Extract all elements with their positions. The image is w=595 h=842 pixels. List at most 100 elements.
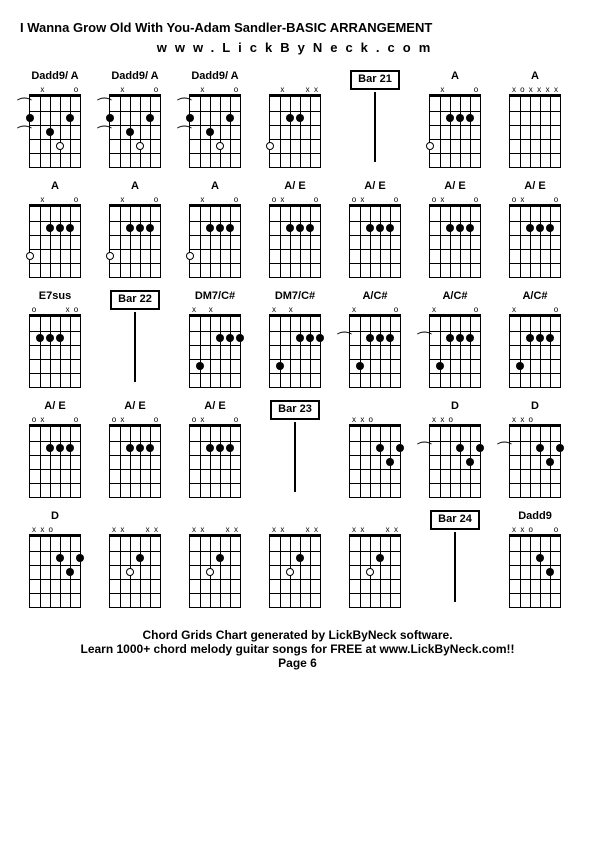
fretboard [189,534,241,608]
string-marks: oxo [430,196,480,204]
chord-name-label: A/ E [204,400,225,414]
fretboard [509,204,561,278]
string-marks: oxo [30,416,80,424]
chord-diagram: Axo [20,180,90,278]
chord-name-label: D [531,400,539,414]
bar-separator-line [134,312,136,382]
fretboard [29,204,81,278]
chord-name-label: Dadd9/ A [31,70,78,84]
string-marks: xx [190,306,240,314]
chord-name-label: Dadd9/ A [111,70,158,84]
chord-name-label: A/ E [444,180,465,194]
chord-name-label: A [131,180,139,194]
chord-name-label: A/ E [364,180,385,194]
chord-name-label: Dadd9/ A [191,70,238,84]
string-marks: xo [110,196,160,204]
fretboard [269,314,321,388]
chord-name-label: DM7/C# [195,290,235,304]
chord-diagram: xxo [340,400,410,498]
fretboard: ⁀ [429,424,481,498]
chord-diagram: Dadd9/ Axo⁀⁀ [180,70,250,168]
string-marks: xxoo [510,526,560,534]
string-marks: xxxx [270,526,320,534]
string-marks: xo [350,306,400,314]
chord-diagram: DM7/C# xx [180,290,250,388]
chord-name-label: Dadd9 [518,510,552,524]
fretboard [29,314,81,388]
chord-diagram: xxx [260,70,330,168]
fretboard [29,424,81,498]
chord-diagram: xxxx [340,510,410,608]
chord-diagram: E7sus oxo [20,290,90,388]
chord-diagram: A/ E oxo [100,400,170,498]
fretboard [429,94,481,168]
fretboard [29,534,81,608]
chord-diagram: A/C#xo [500,290,570,388]
chord-name-label: A/ E [524,180,545,194]
chord-name-label: A [451,70,459,84]
chord-diagram: Bar 22 [100,290,170,388]
string-marks: xxo [510,416,560,424]
page-subtitle: www.LickByNeck.com [20,40,575,55]
chord-diagram: Dxxo⁀ [500,400,570,498]
chord-name-label: A [211,180,219,194]
chord-diagram: A/ Eoxo [340,180,410,278]
string-marks: xo [190,86,240,94]
chord-name-label: Bar 21 [350,70,400,90]
string-marks: xxxx [110,526,160,534]
chord-diagram: A/ E oxo [260,180,330,278]
chord-diagram: xxxx [260,510,330,608]
fretboard [349,204,401,278]
fretboard [189,314,241,388]
footer-line-3: Page 6 [20,656,575,670]
fretboard [109,204,161,278]
fretboard [349,534,401,608]
string-marks: xo [430,86,480,94]
chord-diagram: Bar 23 [260,400,330,498]
string-marks: oxo [110,416,160,424]
chord-diagram: A/C#xo⁀ [420,290,490,388]
string-marks: xo [30,196,80,204]
string-marks: xxxx [350,526,400,534]
chord-diagram: Axo [100,180,170,278]
chord-diagram: A/ E oxo [20,400,90,498]
chord-diagram: Bar 24 [420,510,490,608]
chord-diagram: Axo [180,180,250,278]
chord-name-label: A [531,70,539,84]
chord-diagram: Dxxo [20,510,90,608]
fretboard [109,424,161,498]
string-marks: xxxx [190,526,240,534]
string-marks: xx [270,306,320,314]
chord-name-label: Bar 23 [270,400,320,420]
chord-name-label: A [51,180,59,194]
chord-name-label: A/ E [44,400,65,414]
chord-name-label: A/ E [124,400,145,414]
fretboard: ⁀ [429,314,481,388]
chord-name-label: DM7/C# [275,290,315,304]
string-marks: oxo [510,196,560,204]
string-marks: oxo [190,416,240,424]
chord-diagram: Dadd9/ Axo⁀⁀ [100,70,170,168]
fretboard [429,204,481,278]
chord-diagram: Axoxxxx [500,70,570,168]
string-marks: xoxxxx [510,86,560,94]
string-marks: oxo [270,196,320,204]
chord-name-label: D [451,400,459,414]
fretboard [269,94,321,168]
chord-grid: Dadd9/ Axo⁀⁀Dadd9/ Axo⁀⁀Dadd9/ Axo⁀⁀xxxB… [20,70,575,608]
bar-separator-line [454,532,456,602]
string-marks: xo [430,306,480,314]
string-marks: xo [510,306,560,314]
fretboard: ⁀⁀ [29,94,81,168]
fretboard: ⁀ [509,424,561,498]
chord-diagram: DM7/C# xx [260,290,330,388]
chord-diagram: Axo [420,70,490,168]
fretboard: ⁀⁀ [109,94,161,168]
string-marks: xxx [270,86,320,94]
fretboard [509,94,561,168]
chord-name-label: A/ E [284,180,305,194]
string-marks: xxo [30,526,80,534]
string-marks: oxo [30,306,80,314]
chord-name-label: E7sus [39,290,71,304]
fretboard [509,534,561,608]
